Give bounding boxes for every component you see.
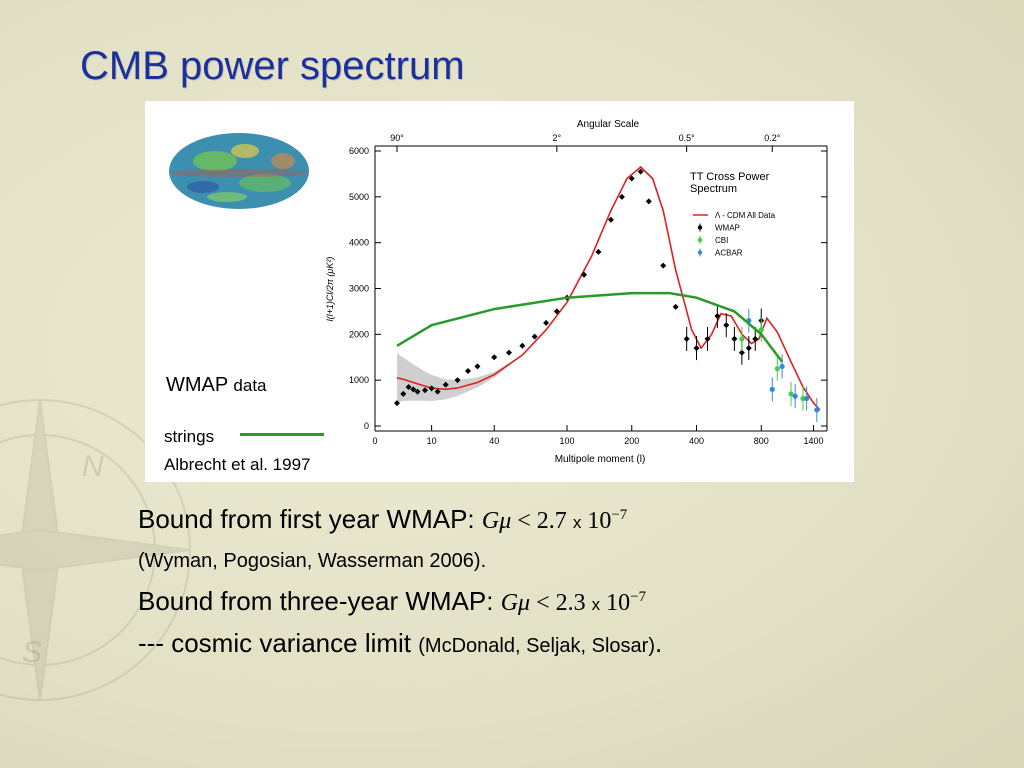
cbi-point xyxy=(788,391,794,397)
slide-title: CMB power spectrum xyxy=(80,44,465,88)
strings-label: strings xyxy=(164,427,215,446)
wmap-point xyxy=(414,388,421,395)
wmap-point xyxy=(752,335,759,342)
wmap-point xyxy=(506,349,513,356)
x-axis-label: Multipole moment (l) xyxy=(555,454,646,465)
wmap-point xyxy=(660,262,667,269)
wmap-point xyxy=(434,388,441,395)
wmap-point xyxy=(683,335,690,342)
legend-point-mark xyxy=(697,237,703,243)
strings-legend-line xyxy=(240,433,324,436)
acbar-point xyxy=(792,393,798,399)
strings-curve xyxy=(396,291,784,363)
cbi-point xyxy=(758,327,764,333)
x-tick-label: 100 xyxy=(559,436,574,446)
top-tick-label: 90° xyxy=(390,133,404,143)
wmap-point xyxy=(464,368,471,374)
wmap-point xyxy=(394,400,400,407)
top-tick-label: 0.2° xyxy=(764,133,781,143)
wmap-point xyxy=(628,175,635,182)
wmap-point xyxy=(410,386,417,393)
wmap-point xyxy=(454,377,461,384)
wmap-point xyxy=(474,363,481,370)
wmap-point xyxy=(745,345,752,352)
y-tick-label: 3000 xyxy=(349,284,369,294)
legend-label: CBI xyxy=(715,236,728,245)
top-axis-title: Angular Scale xyxy=(577,119,640,130)
wmap-point xyxy=(645,198,652,205)
wmap-point xyxy=(442,381,449,388)
legend-label: ACBAR xyxy=(715,249,743,258)
x-tick-label: 0 xyxy=(372,436,377,446)
x-tick-label: 10 xyxy=(427,436,437,446)
legend-label: Λ - CDM All Data xyxy=(715,211,776,220)
compass-watermark: N S xyxy=(0,399,191,701)
wmap-point xyxy=(618,193,625,200)
top-tick-label: 0.5° xyxy=(679,133,696,143)
cosmic-variance-line: --- cosmic variance limit (McDonald, Sel… xyxy=(138,628,663,658)
svg-text:N: N xyxy=(82,450,104,483)
sky-map xyxy=(169,133,309,209)
albrecht-citation: Albrecht et al. 1997 xyxy=(164,455,311,474)
wmap-point xyxy=(672,303,679,310)
acbar-point xyxy=(779,363,785,370)
wmap-point xyxy=(738,349,745,356)
wmap-point xyxy=(405,384,412,391)
first-year-citation: (Wyman, Pogosian, Wasserman 2006). xyxy=(138,550,487,572)
wmap-point xyxy=(595,248,602,255)
svg-text:S: S xyxy=(22,636,42,669)
acbar-point xyxy=(804,395,810,402)
wmap-point xyxy=(714,313,721,319)
cbi-point xyxy=(800,395,806,402)
legend-point-mark xyxy=(697,225,703,230)
cbi-point xyxy=(774,366,780,372)
y-tick-label: 2000 xyxy=(349,329,369,339)
wmap-point xyxy=(581,271,588,278)
wmap-point xyxy=(543,319,550,326)
y-tick-label: 0 xyxy=(364,421,369,431)
wmap-point xyxy=(553,308,560,315)
power-spectrum-figure: Angular Scale 90° 2° 0.5° 0.2° 010002000300… xyxy=(145,101,854,482)
wmap-point xyxy=(704,335,711,342)
cosmic-variance-band xyxy=(397,353,523,403)
wmap-point xyxy=(428,385,435,392)
wmap-point xyxy=(531,333,538,340)
x-tick-label: 1400 xyxy=(804,436,824,446)
y-tick-label: 5000 xyxy=(349,192,369,202)
y-tick-label: 1000 xyxy=(349,375,369,385)
cbi-point xyxy=(739,336,745,342)
wmap-point xyxy=(637,168,644,175)
x-tick-label: 400 xyxy=(689,436,704,446)
acbar-point xyxy=(769,386,775,392)
first-year-bound: Bound from first year WMAP: Gμ < 2.7 x 1… xyxy=(138,504,628,534)
chart-legend: Λ - CDM All Data WMAP CBI ACBAR xyxy=(693,211,776,258)
wmap-point xyxy=(731,335,738,342)
legend-point-mark xyxy=(697,250,703,255)
lcdm-model-line xyxy=(396,165,821,411)
wmap-point xyxy=(723,322,730,329)
x-tick-label: 800 xyxy=(754,436,769,446)
wmap-point xyxy=(400,390,407,397)
chart-title: TT Cross Power Spectrum xyxy=(690,171,770,195)
legend-label: WMAP xyxy=(715,224,740,233)
y-axis-label: l(l+1)Cl/2π (μK²) xyxy=(325,257,335,322)
wmap-point xyxy=(693,345,700,352)
x-tick-label: 200 xyxy=(624,436,639,446)
wmap-data-label: WMAP data xyxy=(166,374,267,396)
x-tick-label: 40 xyxy=(489,436,499,446)
top-tick-label: 2° xyxy=(553,133,562,143)
wmap-point xyxy=(519,342,526,349)
y-tick-label: 6000 xyxy=(349,146,369,156)
y-tick-label: 4000 xyxy=(349,238,369,248)
wmap-point xyxy=(491,354,498,361)
three-year-bound: Bound from three-year WMAP: Gμ < 2.3 x 1… xyxy=(138,586,647,616)
wmap-point xyxy=(607,216,614,223)
wmap-point xyxy=(422,387,429,394)
acbar-point xyxy=(814,407,820,413)
